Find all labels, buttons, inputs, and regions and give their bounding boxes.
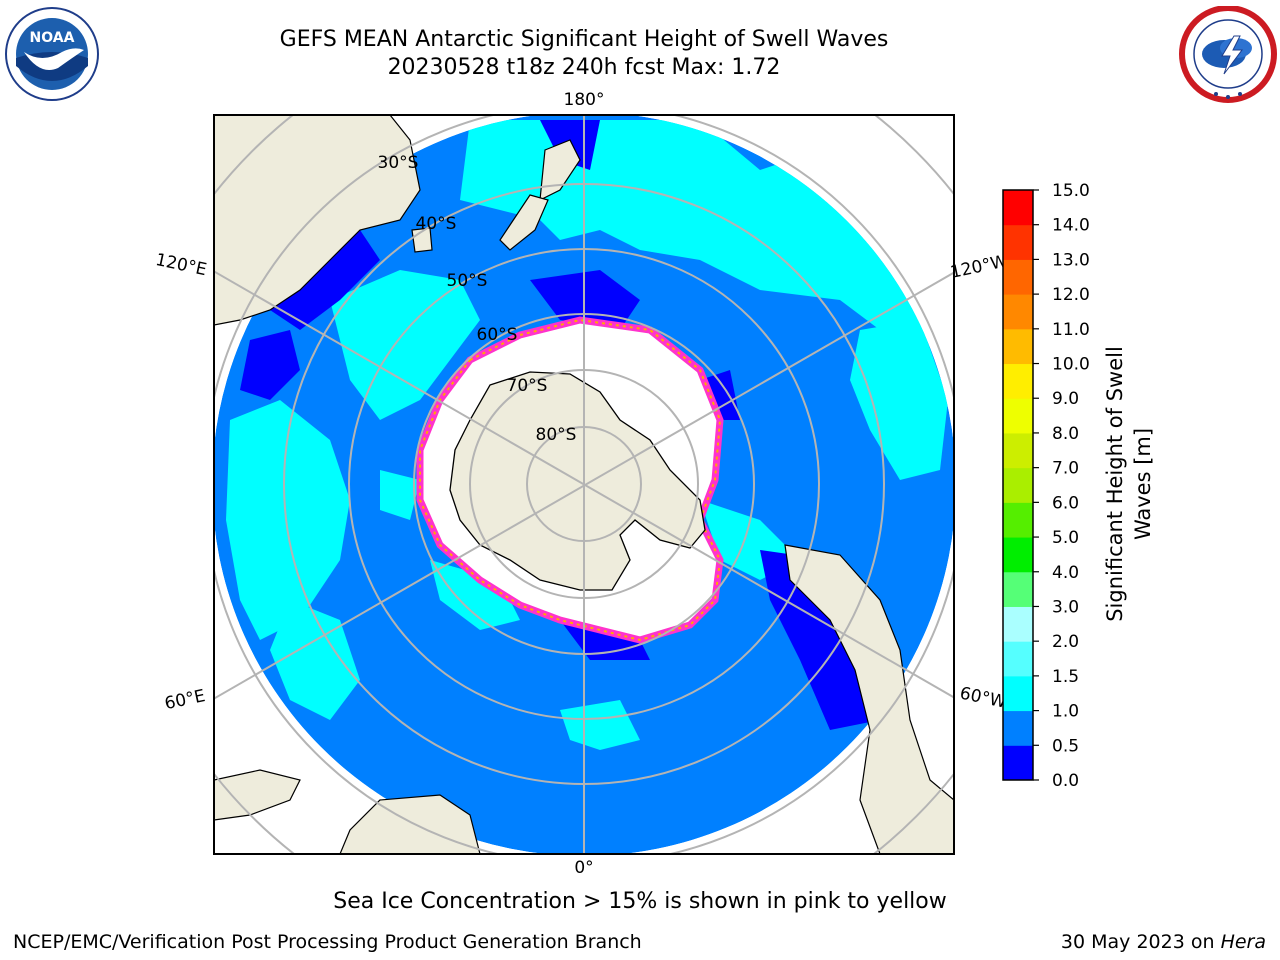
footer-machine: Hera	[1220, 931, 1266, 953]
swell-region	[560, 700, 640, 750]
africa	[339, 794, 481, 854]
madagascar	[214, 769, 301, 821]
lat-label-50s: 50°S	[447, 271, 488, 291]
footer-date-text: 30 May 2023 on	[1060, 931, 1221, 953]
colorbar-segment	[1003, 745, 1033, 781]
colorbar-tick-label: 10.0	[1052, 355, 1090, 375]
chart-subtitle: 20230528 t18z 240h fcst Max: 1.72	[387, 55, 781, 80]
footer-date: 30 May 2023 on Hera	[1061, 931, 1266, 953]
colorbar-tick-label: 11.0	[1052, 320, 1090, 340]
colorbar-tick-label: 6.0	[1052, 493, 1079, 513]
colorbar-segment	[1003, 224, 1033, 260]
noaa-logo-text: NOAA	[30, 30, 75, 46]
chart-title: GEFS MEAN Antarctic Significant Height o…	[279, 27, 889, 52]
colorbar-label-line1: Significant Height of Swell	[1103, 346, 1127, 622]
caption: Sea Ice Concentration > 15% is shown in …	[333, 889, 947, 914]
colorbar-segment	[1003, 190, 1033, 226]
lon-label-120w: 120°W	[949, 251, 1010, 283]
colorbar-label-line2: Waves [m]	[1131, 428, 1155, 540]
nws-logo	[1179, 6, 1277, 103]
lat-label-70s: 70°S	[507, 376, 548, 396]
footer-credit: NCEP/EMC/Verification Post Processing Pr…	[13, 931, 642, 953]
calm-region	[240, 330, 300, 400]
lat-label-30s: 30°S	[378, 153, 419, 173]
colorbar-segment	[1003, 675, 1033, 712]
map-panel	[214, 115, 954, 854]
colorbar-tick-label: 1.0	[1052, 702, 1079, 722]
lat-label-60s: 60°S	[477, 325, 518, 345]
colorbar-tick-label: 0.5	[1052, 736, 1079, 756]
colorbar-frame	[1002, 189, 1034, 781]
colorbar-tick-label: 4.0	[1052, 563, 1079, 583]
colorbar-tick-label: 14.0	[1052, 216, 1090, 236]
swell-region	[330, 270, 480, 420]
graticule	[214, 115, 954, 854]
calm-region	[760, 550, 880, 730]
colorbar-segment	[1003, 467, 1033, 503]
colorbar: 0.0 0.5 1.0 1.5 2.0 3.0 4.0 5.0 6.0 7.0 8.0 9.0 10.0…	[1002, 181, 1090, 791]
colorbar-tick-label: 13.0	[1052, 250, 1090, 270]
lon-label-60e: 60°E	[163, 686, 207, 714]
lon-label-0: 0°	[574, 858, 593, 878]
colorbar-segment	[1003, 641, 1033, 677]
colorbar-tick-label: 2.0	[1052, 632, 1079, 652]
colorbar-segment	[1003, 502, 1033, 538]
colorbar-tick-label: 15.0	[1052, 181, 1090, 201]
colorbar-tick-label: 0.0	[1052, 771, 1079, 791]
colorbar-segment	[1003, 571, 1033, 607]
colorbar-tick-label: 3.0	[1052, 597, 1079, 617]
swell-region	[270, 600, 360, 720]
colorbar-tick-label: 8.0	[1052, 424, 1079, 444]
colorbar-tick-label: 12.0	[1052, 285, 1090, 305]
australia	[214, 115, 421, 326]
lat-label-80s: 80°S	[536, 425, 577, 445]
colorbar-segment	[1003, 537, 1033, 573]
colorbar-segment	[1003, 398, 1033, 434]
swell-region	[380, 470, 420, 520]
colorbar-tick-label: 9.0	[1052, 389, 1079, 409]
lon-label-120e: 120°E	[154, 250, 209, 280]
colorbar-tick-label: 5.0	[1052, 528, 1079, 548]
map-frame	[213, 114, 955, 855]
colorbar-segment	[1003, 328, 1033, 365]
lon-label-60w: 60°W	[958, 683, 1008, 712]
colorbar-segment	[1003, 363, 1033, 399]
lon-label-180: 180°	[564, 90, 605, 110]
colorbar-segment	[1003, 606, 1033, 642]
colorbar-tick-label: 1.5	[1052, 667, 1079, 687]
star-icon	[1214, 92, 1242, 99]
new-zealand-south	[499, 194, 549, 251]
south-america	[784, 544, 954, 854]
colorbar-segment	[1003, 710, 1033, 746]
swell-region	[430, 560, 520, 630]
colorbar-segment	[1003, 432, 1033, 469]
swell-region	[226, 400, 350, 640]
colorbar-tick-label: 7.0	[1052, 459, 1079, 479]
swell-region	[850, 320, 948, 480]
calm-region	[560, 620, 650, 660]
lat-label-40s: 40°S	[416, 214, 457, 234]
ice-edge	[419, 318, 722, 642]
noaa-logo: NOAA	[5, 7, 99, 101]
colorbar-segment	[1003, 294, 1033, 330]
colorbar-segment	[1003, 259, 1033, 295]
